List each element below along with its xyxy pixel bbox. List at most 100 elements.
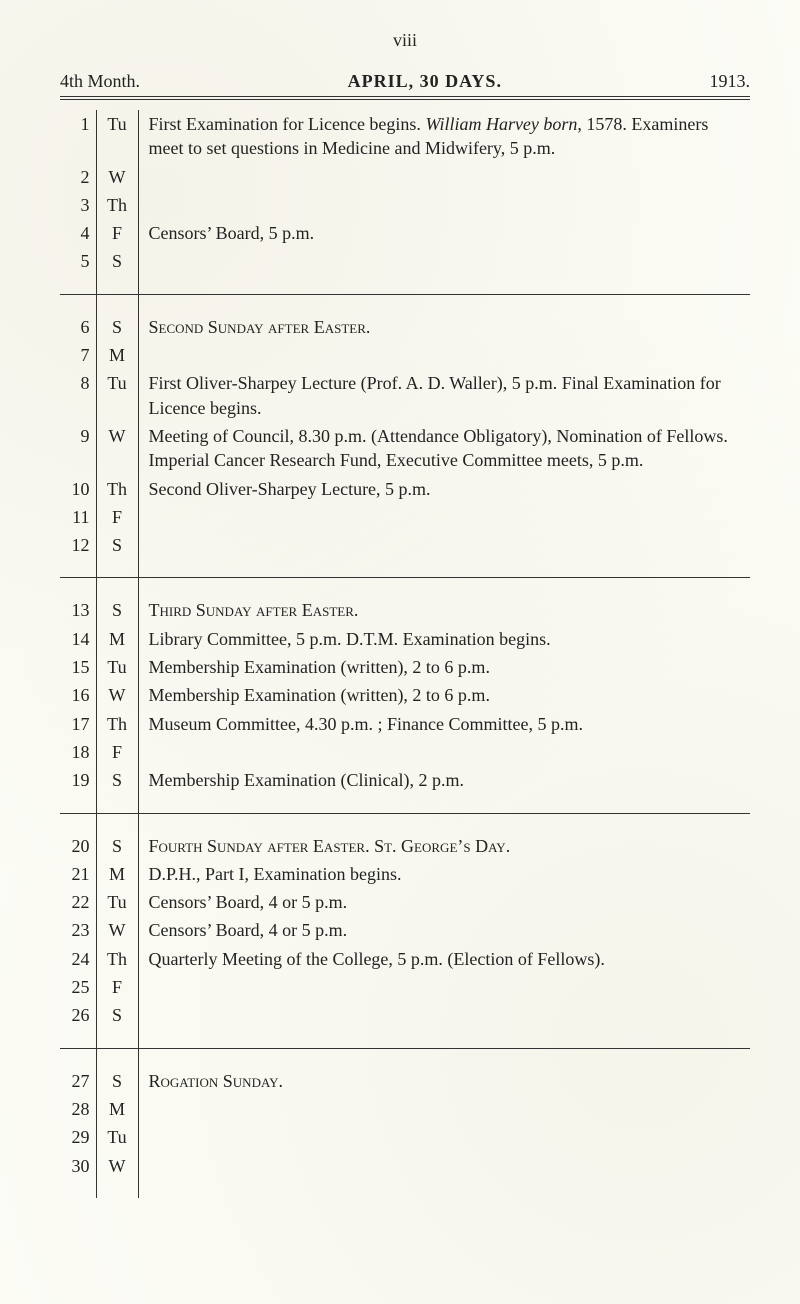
day-number: 6 — [60, 313, 96, 341]
calendar-row: 2W — [60, 163, 750, 191]
calendar-row: 20SFourth Sunday after Easter. St. Georg… — [60, 832, 750, 860]
calendar-row: 5S — [60, 247, 750, 275]
entry-text: D.P.H., Part I, Examination begins. — [138, 860, 750, 888]
day-of-week: S — [96, 832, 138, 860]
day-of-week: M — [96, 341, 138, 369]
entry-text: Meeting of Council, 8.30 p.m. (Attendanc… — [138, 422, 750, 475]
day-of-week: W — [96, 681, 138, 709]
entry-text: Second Sunday after Easter. — [138, 313, 750, 341]
entry-text — [138, 738, 750, 766]
day-of-week: S — [96, 313, 138, 341]
calendar-row: 6SSecond Sunday after Easter. — [60, 313, 750, 341]
calendar-row: 9WMeeting of Council, 8.30 p.m. (Attenda… — [60, 422, 750, 475]
day-number: 28 — [60, 1095, 96, 1123]
calendar-row: 29Tu — [60, 1123, 750, 1151]
entry-text: Quarterly Meeting of the College, 5 p.m.… — [138, 945, 750, 973]
day-of-week: W — [96, 422, 138, 475]
block-spacer — [60, 813, 750, 832]
calendar-row: 15TuMembership Examination (written), 2 … — [60, 653, 750, 681]
entry-text — [138, 503, 750, 531]
block-spacer — [60, 1180, 750, 1198]
entry-text — [138, 341, 750, 369]
day-number: 16 — [60, 681, 96, 709]
header-title: APRIL, 30 DAYS. — [140, 71, 709, 92]
entry-text — [138, 531, 750, 559]
day-number: 17 — [60, 710, 96, 738]
day-of-week: Th — [96, 710, 138, 738]
day-number: 1 — [60, 110, 96, 163]
day-of-week: F — [96, 503, 138, 531]
entry-text: Library Committee, 5 p.m. D.T.M. Examina… — [138, 625, 750, 653]
day-of-week: F — [96, 738, 138, 766]
day-of-week: S — [96, 531, 138, 559]
day-of-week: Tu — [96, 1123, 138, 1151]
day-number: 20 — [60, 832, 96, 860]
entry-text: Second Oliver-Sharpey Lecture, 5 p.m. — [138, 475, 750, 503]
block-spacer — [60, 1030, 750, 1048]
header-month: 4th Month. — [60, 71, 140, 92]
page: viii 4th Month. APRIL, 30 DAYS. 1913. 1T… — [0, 0, 800, 1304]
entry-text — [138, 247, 750, 275]
day-of-week: M — [96, 1095, 138, 1123]
day-of-week: Tu — [96, 110, 138, 163]
day-of-week: Th — [96, 475, 138, 503]
calendar-row: 28M — [60, 1095, 750, 1123]
entry-text: Fourth Sunday after Easter. St. George’s… — [138, 832, 750, 860]
calendar-row: 17ThMuseum Committee, 4.30 p.m. ; Financ… — [60, 710, 750, 738]
day-of-week: Tu — [96, 653, 138, 681]
calendar-row: 22TuCensors’ Board, 4 or 5 p.m. — [60, 888, 750, 916]
calendar-row: 4FCensors’ Board, 5 p.m. — [60, 219, 750, 247]
entry-text: Censors’ Board, 4 or 5 p.m. — [138, 916, 750, 944]
day-number: 22 — [60, 888, 96, 916]
day-number: 13 — [60, 596, 96, 624]
day-number: 18 — [60, 738, 96, 766]
entry-text: Censors’ Board, 5 p.m. — [138, 219, 750, 247]
day-number: 27 — [60, 1067, 96, 1095]
day-of-week: F — [96, 973, 138, 1001]
calendar-row: 26S — [60, 1001, 750, 1029]
block-spacer — [60, 294, 750, 313]
entry-text — [138, 1123, 750, 1151]
calendar-row: 11F — [60, 503, 750, 531]
day-of-week: Th — [96, 945, 138, 973]
day-number: 8 — [60, 369, 96, 422]
calendar-row: 14MLibrary Committee, 5 p.m. D.T.M. Exam… — [60, 625, 750, 653]
calendar-row: 16WMembership Examination (written), 2 t… — [60, 681, 750, 709]
day-of-week: Th — [96, 191, 138, 219]
day-number: 30 — [60, 1152, 96, 1180]
entry-text — [138, 973, 750, 1001]
calendar-row: 1TuFirst Examination for Licence begins.… — [60, 110, 750, 163]
calendar-row: 23WCensors’ Board, 4 or 5 p.m. — [60, 916, 750, 944]
day-of-week: F — [96, 219, 138, 247]
header-year: 1913. — [710, 71, 751, 92]
calendar-row: 8TuFirst Oliver-Sharpey Lecture (Prof. A… — [60, 369, 750, 422]
day-of-week: Tu — [96, 888, 138, 916]
entry-text: First Oliver-Sharpey Lecture (Prof. A. D… — [138, 369, 750, 422]
entry-text: Censors’ Board, 4 or 5 p.m. — [138, 888, 750, 916]
entry-text — [138, 163, 750, 191]
calendar-table: 1TuFirst Examination for Licence begins.… — [60, 110, 750, 1198]
day-number: 11 — [60, 503, 96, 531]
day-of-week: W — [96, 163, 138, 191]
calendar-row: 3Th — [60, 191, 750, 219]
entry-text: First Examination for Licence begins. Wi… — [138, 110, 750, 163]
calendar-row: 30W — [60, 1152, 750, 1180]
day-number: 15 — [60, 653, 96, 681]
day-number: 7 — [60, 341, 96, 369]
day-number: 29 — [60, 1123, 96, 1151]
entry-text — [138, 1152, 750, 1180]
day-of-week: S — [96, 596, 138, 624]
day-of-week: S — [96, 1067, 138, 1095]
calendar-header: 4th Month. APRIL, 30 DAYS. 1913. — [60, 71, 750, 92]
day-of-week: S — [96, 247, 138, 275]
calendar-row: 24ThQuarterly Meeting of the College, 5 … — [60, 945, 750, 973]
day-of-week: M — [96, 860, 138, 888]
day-number: 25 — [60, 973, 96, 1001]
day-number: 21 — [60, 860, 96, 888]
calendar-row: 12S — [60, 531, 750, 559]
calendar-row: 7M — [60, 341, 750, 369]
block-spacer — [60, 1048, 750, 1067]
calendar-row: 25F — [60, 973, 750, 1001]
day-of-week: W — [96, 916, 138, 944]
entry-text: Museum Committee, 4.30 p.m. ; Finance Co… — [138, 710, 750, 738]
